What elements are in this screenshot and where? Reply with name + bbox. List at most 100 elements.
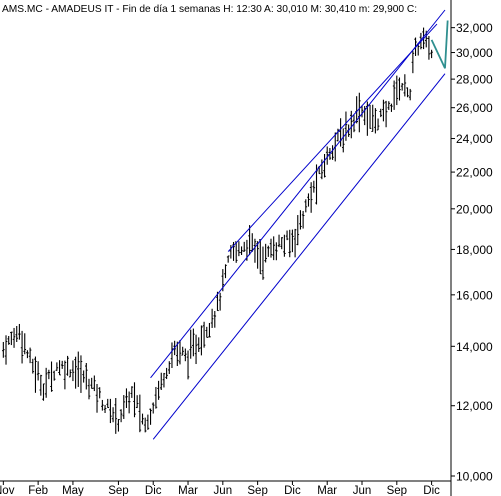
price-bar <box>285 230 289 241</box>
price-bar <box>2 341 5 358</box>
price-bar <box>79 355 83 393</box>
price-bar <box>23 333 27 355</box>
price-bar <box>119 409 123 423</box>
x-tick-label: Dic <box>423 485 440 496</box>
price-bar <box>181 346 184 356</box>
price-bar <box>296 215 300 246</box>
price-bar <box>7 335 10 345</box>
price-bar <box>194 334 198 365</box>
y-tick-label: 24,000 <box>456 132 493 146</box>
price-bar <box>202 321 206 348</box>
x-tick-label: Dic <box>145 485 162 496</box>
price-bar <box>248 225 251 256</box>
price-bar <box>344 111 348 141</box>
price-bar <box>117 419 120 432</box>
price-bar <box>189 329 193 359</box>
price-bar <box>253 238 257 263</box>
price-bar <box>264 243 267 263</box>
price-bar <box>76 351 80 387</box>
price-bar <box>293 228 297 258</box>
y-tick-label: 10,000 <box>456 470 493 484</box>
header-m2-value: 29,900 <box>373 4 404 15</box>
price-bar <box>186 350 190 380</box>
y-tick-label: 14,000 <box>456 340 493 354</box>
price-bar <box>20 330 24 364</box>
x-axis: Nov Feb May Sep Dic Mar Jun Sep Dic Mar Jun Sep Dic <box>0 481 440 496</box>
price-bar <box>395 75 399 106</box>
header-text-line: AMS.MC - AMADEUS IT - Fin de día 1 seman… <box>2 4 417 15</box>
x-tick-label: Mar <box>178 485 198 496</box>
quote-readout: AMS.MC - AMADEUS IT - Fin de día 1 seman… <box>2 4 417 15</box>
price-bar <box>323 153 326 178</box>
plot-area <box>2 27 433 434</box>
price-bar <box>71 360 75 382</box>
price-bar <box>133 382 136 418</box>
price-bar <box>10 331 13 346</box>
price-bar <box>106 398 110 409</box>
header-period: Fin de día 1 semanas <box>122 4 220 15</box>
price-bar <box>242 241 246 252</box>
price-bar <box>406 87 409 98</box>
price-bar <box>52 370 56 381</box>
price-bar <box>192 328 195 357</box>
price-bar <box>237 241 241 257</box>
y-tick-label: 26,000 <box>456 101 493 115</box>
price-bar <box>28 347 32 364</box>
price-bar <box>387 101 391 110</box>
price-bar <box>390 103 393 112</box>
y-tick-label: 12,000 <box>456 399 493 413</box>
x-tick-label: Dic <box>284 485 301 496</box>
price-bar <box>95 384 99 413</box>
price-bar <box>149 408 152 425</box>
header-name: AMADEUS IT <box>51 4 113 15</box>
price-bar <box>15 325 19 343</box>
price-bar <box>197 337 201 352</box>
price-bar <box>400 82 404 91</box>
y-tick-label: 16,000 <box>456 288 493 302</box>
header-separator: - <box>43 4 52 15</box>
price-bar <box>60 360 64 369</box>
price-bar <box>39 374 43 396</box>
channel-line-middle <box>227 23 438 252</box>
header-h-label: H: <box>223 4 233 15</box>
price-bar <box>151 402 155 414</box>
price-bar <box>93 375 96 392</box>
price-bar <box>176 341 179 367</box>
price-bar <box>379 108 383 118</box>
x-tick-label: May <box>62 485 84 496</box>
y-axis: 32,000 30,000 28,000 26,000 24,000 22,000 20,0… <box>451 21 493 484</box>
price-bar <box>44 367 48 398</box>
x-tick-label: Sep <box>387 485 407 496</box>
price-bar <box>240 246 243 255</box>
y-tick-label: 28,000 <box>456 73 493 87</box>
price-bar <box>210 308 214 328</box>
price-bar <box>430 49 433 59</box>
price-bar <box>226 255 230 263</box>
price-bar <box>350 110 353 139</box>
price-bar <box>114 397 118 434</box>
x-tick-label: Jun <box>214 485 233 496</box>
price-bar <box>4 335 8 365</box>
price-bar <box>331 145 334 160</box>
price-bar <box>159 372 163 391</box>
projection-polyline <box>430 20 449 69</box>
price-bar <box>258 239 262 275</box>
price-bar <box>109 398 112 424</box>
price-bar <box>90 377 93 389</box>
projection-line <box>430 20 449 69</box>
header-m2-label: m: <box>359 4 370 15</box>
price-bar <box>135 395 139 409</box>
price-bar <box>277 234 281 248</box>
price-bar <box>125 388 128 409</box>
price-bar <box>87 378 91 400</box>
price-bar <box>275 242 278 261</box>
x-tick-label: Sep <box>247 485 267 496</box>
price-bar <box>34 356 37 393</box>
price-bar <box>130 386 134 398</box>
price-bar <box>208 322 211 338</box>
price-bar <box>63 360 67 390</box>
price-bar <box>103 404 107 414</box>
price-bar <box>403 74 407 97</box>
price-bar <box>98 387 101 399</box>
